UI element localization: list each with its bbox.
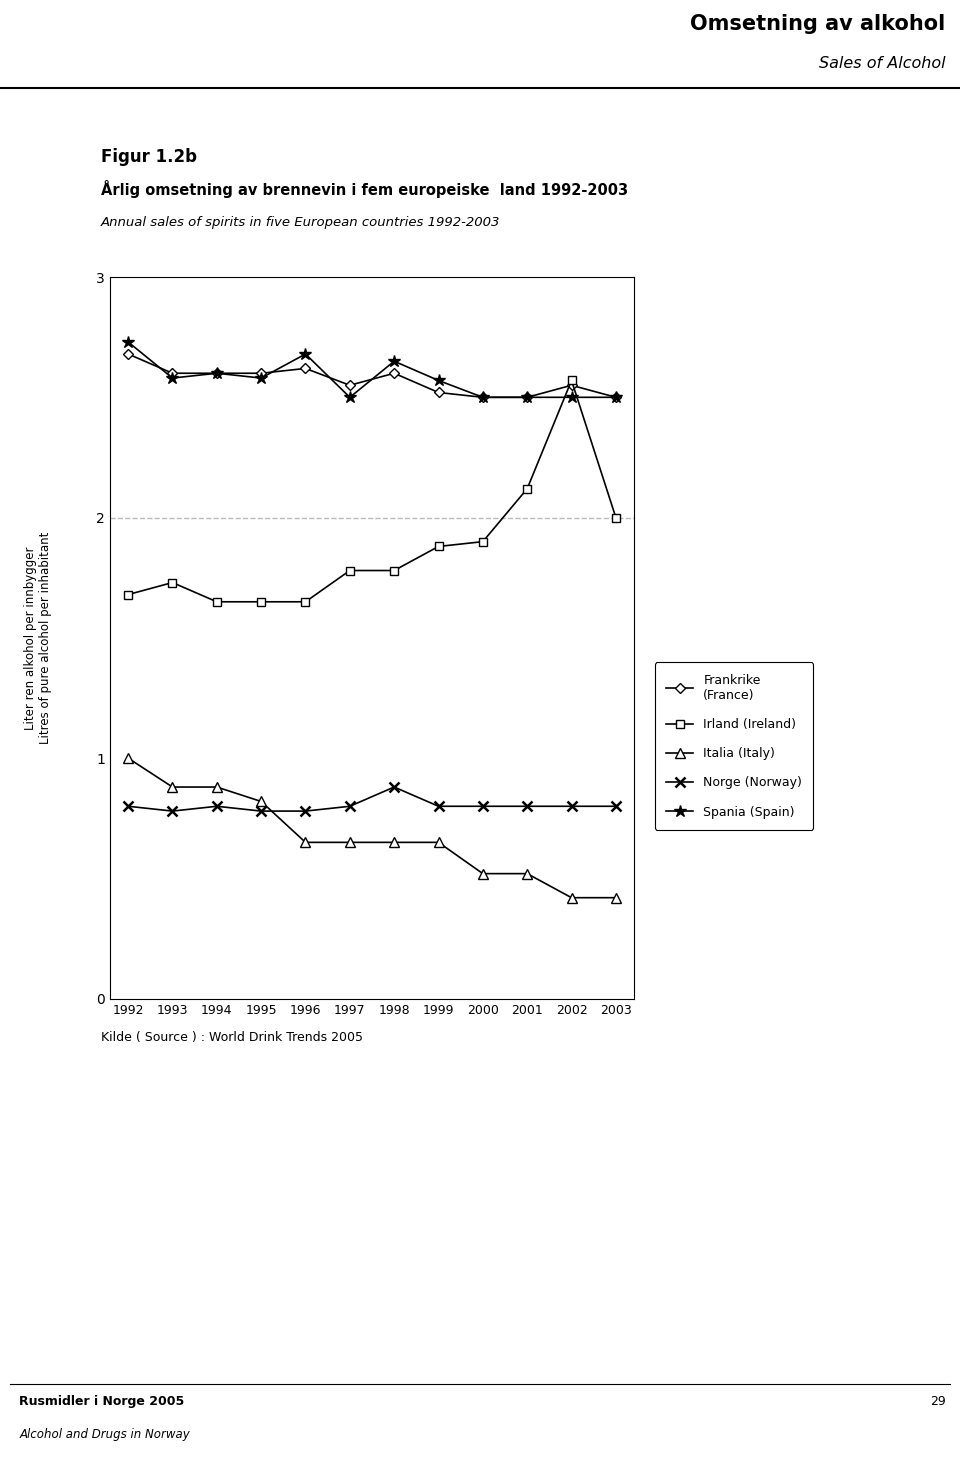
Line: Irland (Ireland): Irland (Ireland) (124, 376, 620, 607)
Spania (Spain) (300, 346, 311, 363)
Italia (Italy) (433, 834, 444, 851)
Irland (Ireland) (344, 561, 355, 579)
Irland (Ireland) (255, 593, 267, 611)
Italia (Italy) (389, 834, 400, 851)
Italia (Italy) (344, 834, 355, 851)
Frankrike
(France) (521, 389, 533, 407)
Frankrike
(France) (167, 364, 179, 382)
Irland (Ireland) (565, 372, 577, 389)
Spania (Spain) (211, 364, 223, 382)
Norge (Norway) (477, 798, 489, 815)
Irland (Ireland) (167, 574, 179, 592)
Italia (Italy) (122, 749, 133, 767)
Text: Rusmidler i Norge 2005: Rusmidler i Norge 2005 (19, 1395, 184, 1408)
Spania (Spain) (477, 389, 489, 407)
Text: Årlig omsetning av brennevin i fem europeiske  land 1992-2003: Årlig omsetning av brennevin i fem europ… (101, 181, 628, 198)
Spania (Spain) (122, 334, 133, 351)
Irland (Ireland) (122, 586, 133, 604)
Text: Sales of Alcohol: Sales of Alcohol (819, 55, 946, 71)
Spania (Spain) (344, 389, 355, 407)
Norge (Norway) (211, 798, 223, 815)
Spania (Spain) (389, 353, 400, 370)
Frankrike
(France) (255, 364, 267, 382)
Irland (Ireland) (389, 561, 400, 579)
Frankrike
(France) (611, 389, 622, 407)
Italia (Italy) (211, 779, 223, 796)
Norge (Norway) (433, 798, 444, 815)
Irland (Ireland) (211, 593, 223, 611)
Text: Omsetning av alkohol: Omsetning av alkohol (690, 13, 946, 34)
Text: Annual sales of spirits in five European countries 1992-2003: Annual sales of spirits in five European… (101, 216, 500, 229)
Norge (Norway) (344, 798, 355, 815)
Text: Liter ren alkohol per innbygger
Litres of pure alcohol per inhabitant: Liter ren alkohol per innbygger Litres o… (24, 532, 53, 744)
Spania (Spain) (521, 389, 533, 407)
Irland (Ireland) (477, 534, 489, 551)
Legend: Frankrike
(France), Irland (Ireland), Italia (Italy), Norge (Norway), Spania (Sp: Frankrike (France), Irland (Ireland), It… (655, 662, 813, 830)
Spania (Spain) (255, 369, 267, 386)
Italia (Italy) (255, 793, 267, 811)
Text: Kilde ( Source ) : World Drink Trends 2005: Kilde ( Source ) : World Drink Trends 20… (101, 1031, 363, 1044)
Norge (Norway) (389, 779, 400, 796)
Line: Italia (Italy): Italia (Italy) (123, 754, 621, 903)
Frankrike
(France) (344, 376, 355, 394)
Irland (Ireland) (433, 538, 444, 555)
Text: Figur 1.2b: Figur 1.2b (101, 149, 197, 166)
Text: Alcohol and Drugs in Norway: Alcohol and Drugs in Norway (19, 1427, 190, 1441)
Italia (Italy) (611, 889, 622, 907)
Italia (Italy) (521, 865, 533, 882)
Spania (Spain) (565, 389, 577, 407)
Italia (Italy) (167, 779, 179, 796)
Italia (Italy) (477, 865, 489, 882)
Italia (Italy) (300, 834, 311, 851)
Norge (Norway) (565, 798, 577, 815)
Irland (Ireland) (611, 509, 622, 526)
Frankrike
(France) (433, 383, 444, 401)
Line: Frankrike
(France): Frankrike (France) (124, 350, 620, 401)
Norge (Norway) (300, 802, 311, 819)
Frankrike
(France) (122, 346, 133, 363)
Norge (Norway) (521, 798, 533, 815)
Italia (Italy) (565, 889, 577, 907)
Irland (Ireland) (300, 593, 311, 611)
Norge (Norway) (255, 802, 267, 819)
Norge (Norway) (611, 798, 622, 815)
Frankrike
(France) (300, 360, 311, 378)
Norge (Norway) (122, 798, 133, 815)
Spania (Spain) (167, 369, 179, 386)
Text: 29: 29 (930, 1395, 946, 1408)
Spania (Spain) (611, 389, 622, 407)
Frankrike
(France) (389, 364, 400, 382)
Line: Norge (Norway): Norge (Norway) (123, 781, 621, 816)
Frankrike
(France) (477, 389, 489, 407)
Line: Spania (Spain): Spania (Spain) (122, 335, 622, 404)
Frankrike
(France) (565, 376, 577, 394)
Irland (Ireland) (521, 480, 533, 497)
Frankrike
(France) (211, 364, 223, 382)
Norge (Norway) (167, 802, 179, 819)
Spania (Spain) (433, 372, 444, 389)
